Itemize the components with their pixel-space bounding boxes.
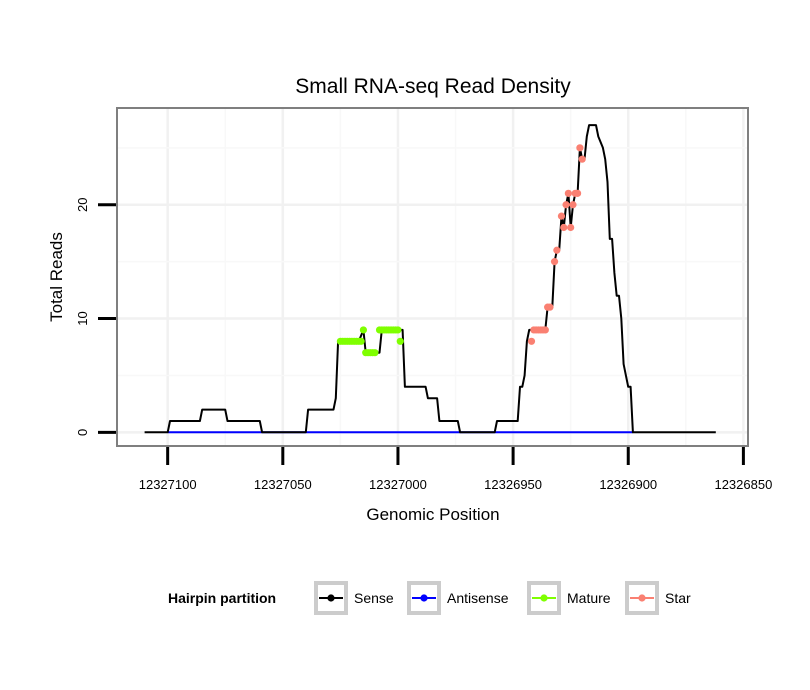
star-point-8 [546,303,554,311]
x-tick-label-2: 12327000 [369,477,427,492]
x-tick-label-3: 12326950 [484,477,542,492]
star-point-10 [553,246,561,254]
legend-item-mature: Mature [527,581,611,615]
y-tick-label-0: 0 [75,429,90,436]
legend-label-sense: Sense [354,590,394,606]
y-tick-label-1: 10 [75,311,90,325]
star-point-6 [541,326,549,334]
mature-point-15 [371,349,379,357]
plot-panel [117,108,748,446]
star-point-9 [550,258,559,266]
legend: Hairpin partition Sense Antisense Mature St… [168,581,691,615]
y-axis: 0 10 20 [75,197,116,436]
legend-key-dot-mature [540,594,548,602]
x-axis: 12327100 12327050 12327000 12326950 12326900… [139,447,772,492]
star-point-11 [557,212,566,220]
x-tick-label-1: 12327050 [254,477,312,492]
star-point-13 [562,201,570,209]
star-point-19 [576,144,584,152]
legend-title: Hairpin partition [168,590,276,606]
star-point-15 [567,223,575,232]
chart-title: Small RNA-seq Read Density [295,75,571,98]
legend-key-dot-star [638,594,646,602]
legend-key-dot-antisense [420,594,428,602]
star-point-0 [527,337,536,345]
legend-item-sense: Sense [314,581,394,615]
y-axis-label: Total Reads [47,232,66,322]
star-point-16 [569,201,577,209]
legend-label-star: Star [665,590,691,606]
mature-point-25 [396,337,404,345]
legend-label-antisense: Antisense [447,590,509,606]
legend-item-antisense: Antisense [407,581,509,615]
star-point-20 [578,155,586,163]
x-tick-label-4: 12326900 [599,477,657,492]
x-tick-label-0: 12327100 [139,477,197,492]
legend-key-dot-sense [327,594,335,602]
legend-label-mature: Mature [567,590,611,606]
y-tick-label-2: 20 [75,197,90,211]
series-layer [144,124,716,434]
star-point-12 [560,223,568,232]
plot-border [116,107,749,447]
star-point-14 [564,189,572,197]
x-tick-label-5: 12326850 [714,477,772,492]
x-axis-label: Genomic Position [366,505,499,524]
mature-point-10 [359,326,368,334]
mature-point-9 [357,337,365,345]
legend-item-star: Star [625,581,691,615]
mature-point-24 [394,326,402,334]
star-point-18 [573,189,582,197]
